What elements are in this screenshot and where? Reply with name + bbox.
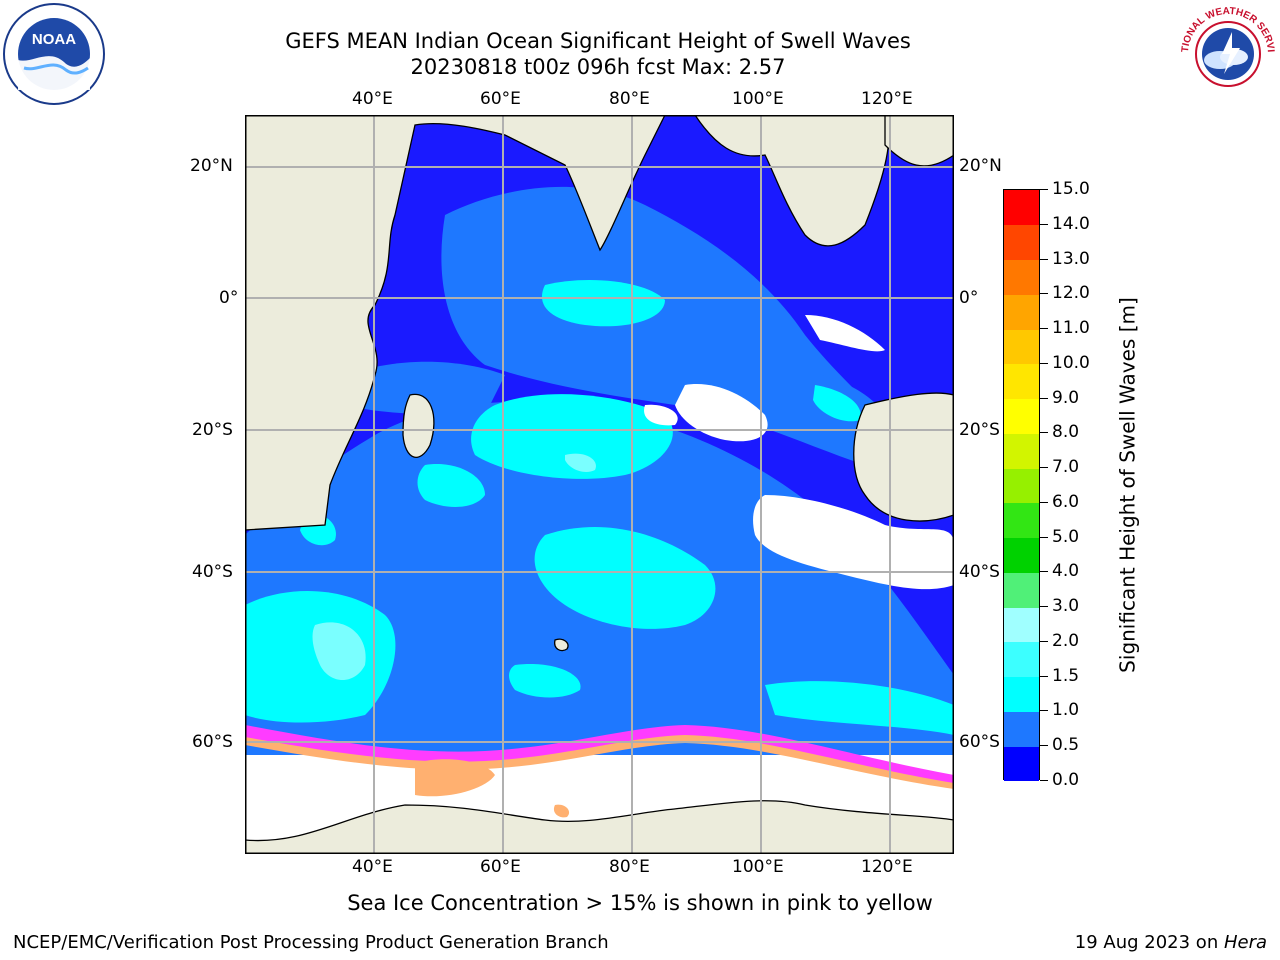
colorbar-tick-label: 0.0 bbox=[1052, 770, 1080, 790]
map-frame bbox=[245, 115, 954, 854]
colorbar-tick-mark bbox=[1040, 293, 1048, 295]
map-svg bbox=[245, 115, 954, 854]
lon-label-bottom-100e: 100°E bbox=[732, 857, 784, 877]
lon-label-top-80e: 80°E bbox=[609, 89, 650, 109]
colorbar-tick-mark bbox=[1040, 258, 1048, 260]
colorbar-tick-mark bbox=[1040, 362, 1048, 364]
lat-label-left-20n: 20°N bbox=[190, 156, 233, 176]
colorbar-tick-mark bbox=[1040, 745, 1048, 747]
colorbar-tick-label: 14.0 bbox=[1052, 213, 1090, 234]
colorbar-tick-mark bbox=[1040, 606, 1048, 608]
lat-label-right-0: 0° bbox=[959, 288, 979, 308]
lon-label-bottom-120e: 120°E bbox=[861, 857, 913, 877]
colorbar-tick-label: 7.0 bbox=[1052, 457, 1080, 478]
colorbar-tick-label: 8.0 bbox=[1052, 422, 1080, 443]
colorbar-tick-mark bbox=[1040, 571, 1048, 573]
sea-ice-note: Sea Ice Concentration > 15% is shown in … bbox=[347, 891, 933, 915]
colorbar-segment bbox=[1004, 329, 1039, 365]
lon-label-top-120e: 120°E bbox=[861, 89, 913, 109]
sea-ice-edge bbox=[245, 725, 954, 818]
colorbar-segment bbox=[1004, 502, 1039, 539]
lat-label-left-40s: 40°S bbox=[192, 562, 233, 582]
colorbar-segment bbox=[1004, 398, 1039, 434]
colorbar-tick-label: 9.0 bbox=[1052, 387, 1080, 408]
colorbar-tick-mark bbox=[1040, 397, 1048, 399]
lon-label-bottom-40e: 40°E bbox=[352, 857, 393, 877]
lat-label-left-20s: 20°S bbox=[192, 420, 233, 440]
noaa-text: NOAA bbox=[32, 31, 76, 48]
lon-label-top-60e: 60°E bbox=[480, 89, 521, 109]
map-panel bbox=[245, 115, 954, 854]
footer-host: Hera bbox=[1223, 932, 1267, 953]
footer-credit: NCEP/EMC/Verification Post Processing Pr… bbox=[13, 932, 609, 953]
colorbar-tick-label: 0.5 bbox=[1052, 735, 1080, 756]
colorbar-tick-mark bbox=[1040, 223, 1048, 225]
colorbar-segment bbox=[1004, 468, 1039, 504]
colorbar-tick-label: 15.0 bbox=[1052, 179, 1090, 199]
colorbar-title: Significant Height of Swell Waves [m] bbox=[1115, 297, 1140, 673]
colorbar-tick-mark bbox=[1040, 536, 1048, 538]
colorbar-tick-label: 4.0 bbox=[1052, 561, 1080, 582]
colorbar-tick-mark bbox=[1040, 501, 1048, 503]
lat-label-left-0: 0° bbox=[219, 288, 239, 308]
colorbar-tick-mark bbox=[1040, 710, 1048, 712]
chart-subtitle: 20230818 t00z 096h fcst Max: 2.57 bbox=[410, 55, 786, 79]
colorbar-segment bbox=[1004, 190, 1039, 226]
colorbar-tick-mark bbox=[1040, 675, 1048, 677]
colorbar-tick-label: 12.0 bbox=[1052, 283, 1090, 304]
lon-label-bottom-60e: 60°E bbox=[480, 857, 521, 877]
colorbar-segment bbox=[1004, 363, 1039, 400]
lon-label-bottom-80e: 80°E bbox=[609, 857, 650, 877]
lon-label-top-40e: 40°E bbox=[352, 89, 393, 109]
colorbar-segment bbox=[1004, 607, 1039, 643]
nws-logo: NATIONAL WEATHER SERVICE bbox=[1172, 0, 1280, 106]
land-masses bbox=[245, 115, 954, 854]
colorbar-segment bbox=[1004, 676, 1039, 712]
lat-label-right-20n: 20°N bbox=[959, 156, 1002, 176]
lat-label-right-40s: 40°S bbox=[959, 562, 1000, 582]
colorbar-tick-label: 13.0 bbox=[1052, 248, 1090, 269]
colorbar-tick-mark bbox=[1040, 432, 1048, 434]
colorbar-segment bbox=[1004, 711, 1039, 747]
swell-band-light bbox=[312, 453, 596, 680]
lat-label-right-60s: 60°S bbox=[959, 732, 1000, 752]
chart-title: GEFS MEAN Indian Ocean Significant Heigh… bbox=[285, 29, 911, 53]
colorbar-segment bbox=[1004, 224, 1039, 260]
colorbar bbox=[1003, 189, 1040, 782]
lon-label-top-100e: 100°E bbox=[732, 89, 784, 109]
colorbar-segment bbox=[1004, 641, 1039, 678]
colorbar-tick-label: 10.0 bbox=[1052, 352, 1090, 373]
colorbar-tick-mark bbox=[1040, 328, 1048, 330]
lat-label-left-60s: 60°S bbox=[192, 732, 233, 752]
colorbar-tick-label: 6.0 bbox=[1052, 491, 1080, 512]
colorbar-segment bbox=[1004, 746, 1039, 782]
colorbar-tick-label: 1.5 bbox=[1052, 665, 1080, 686]
colorbar-segment bbox=[1004, 294, 1039, 330]
lat-label-right-20s: 20°S bbox=[959, 420, 1000, 440]
colorbar-tick-label: 2.0 bbox=[1052, 630, 1080, 651]
footer-date-text: 19 Aug 2023 on bbox=[1074, 932, 1224, 953]
colorbar-segment bbox=[1004, 572, 1039, 608]
colorbar-tick-label: 11.0 bbox=[1052, 318, 1090, 339]
colorbar-segment bbox=[1004, 259, 1039, 295]
colorbar-tick-mark bbox=[1040, 467, 1048, 469]
noaa-logo: NOAA bbox=[2, 2, 106, 106]
colorbar-tick-label: 1.0 bbox=[1052, 700, 1080, 721]
colorbar-tick-mark bbox=[1040, 780, 1048, 781]
colorbar-segment bbox=[1004, 537, 1039, 573]
colorbar-tick-label: 5.0 bbox=[1052, 526, 1080, 547]
colorbar-tick-mark bbox=[1040, 189, 1048, 190]
swell-band-cyan bbox=[245, 280, 954, 735]
footer-date: 19 Aug 2023 on Hera bbox=[1075, 932, 1267, 953]
colorbar-tick-mark bbox=[1040, 640, 1048, 642]
graticule bbox=[245, 115, 954, 854]
colorbar-segment bbox=[1004, 433, 1039, 469]
colorbar-tick-label: 3.0 bbox=[1052, 596, 1080, 617]
